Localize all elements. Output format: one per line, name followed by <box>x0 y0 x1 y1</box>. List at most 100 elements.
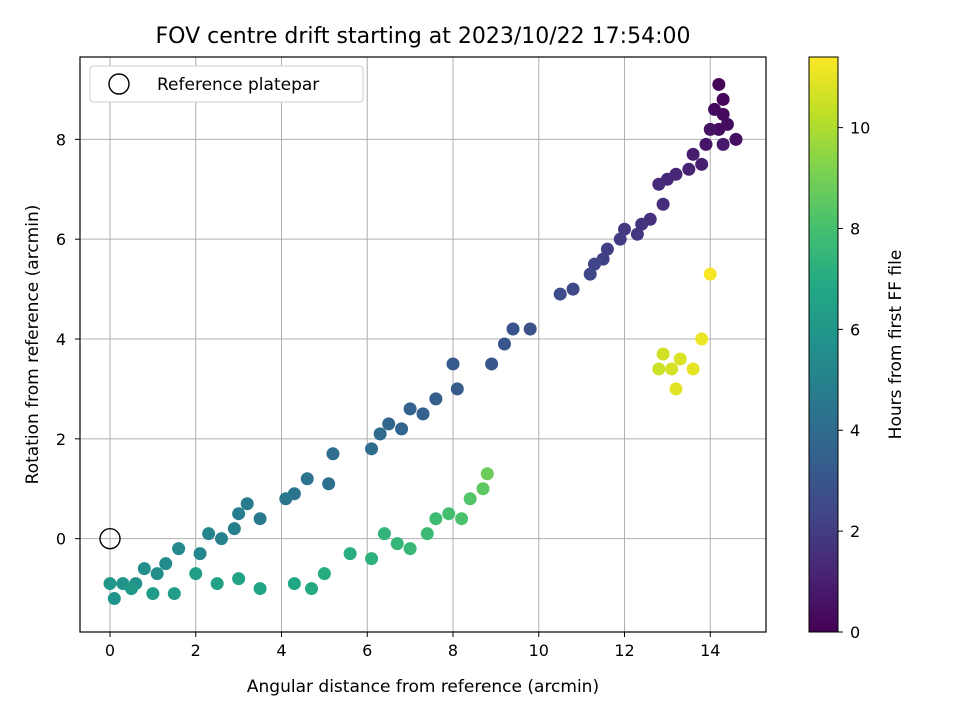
data-point <box>420 527 434 541</box>
colorbar: 0 2 4 6 8 10 Hours from first FF file <box>808 56 906 642</box>
data-point <box>326 447 340 461</box>
data-point <box>669 382 683 396</box>
data-point <box>124 582 138 596</box>
data-point <box>566 282 580 296</box>
data-point <box>630 227 644 241</box>
data-point <box>485 357 499 371</box>
data-point <box>365 442 379 456</box>
legend-box: Reference platepar <box>89 65 364 103</box>
data-point <box>365 552 379 566</box>
data-point <box>703 267 717 281</box>
data-point <box>189 567 203 581</box>
y-tick-label: 2 <box>56 430 66 449</box>
data-point <box>712 77 726 91</box>
x-tick-label: 0 <box>105 641 115 660</box>
x-axis-label: Angular distance from reference (arcmin) <box>247 677 599 697</box>
data-point <box>720 117 734 131</box>
data-point <box>656 347 670 361</box>
colorbar-label: Hours from first FF file <box>886 250 906 440</box>
data-point <box>240 497 254 511</box>
data-point <box>107 592 121 606</box>
data-point <box>390 537 404 551</box>
data-points <box>103 77 743 606</box>
data-point <box>523 322 537 336</box>
data-point <box>202 527 216 541</box>
chart-title: FOV centre drift starting at 2023/10/22 … <box>156 24 691 49</box>
data-point <box>716 92 730 106</box>
data-point <box>253 582 267 596</box>
data-point <box>665 362 679 376</box>
data-point <box>553 287 567 301</box>
data-point <box>253 512 267 526</box>
data-point <box>137 562 151 576</box>
data-point <box>446 357 460 371</box>
data-point <box>287 577 301 591</box>
data-point <box>103 577 117 591</box>
data-point <box>652 177 666 191</box>
data-point <box>497 337 511 351</box>
y-tick-label: 0 <box>56 530 66 549</box>
colorbar-tick-label: 10 <box>850 119 870 138</box>
data-point <box>373 427 387 441</box>
data-point <box>600 242 614 256</box>
data-point <box>506 322 520 336</box>
x-tick-label: 12 <box>614 641 634 660</box>
grid-lines <box>80 57 766 632</box>
colorbar-tick-label: 0 <box>850 623 860 642</box>
x-tick-label: 8 <box>448 641 458 660</box>
colorbar-tick-label: 8 <box>850 219 860 238</box>
legend-marker-reference <box>108 73 130 95</box>
data-point <box>695 332 709 346</box>
data-point <box>214 532 228 546</box>
data-point <box>279 492 293 506</box>
y-tick-label: 6 <box>56 230 66 249</box>
data-point <box>305 582 319 596</box>
data-point <box>232 507 246 521</box>
data-point <box>232 572 246 586</box>
data-point <box>167 587 181 601</box>
data-point <box>450 382 464 396</box>
x-tick-label: 14 <box>700 641 720 660</box>
data-point <box>377 527 391 541</box>
data-point <box>455 512 469 526</box>
colorbar-gradient <box>808 56 839 633</box>
x-axis-ticks: 0 2 4 6 8 10 12 14 <box>105 632 720 660</box>
data-point <box>635 217 649 231</box>
data-point <box>673 352 687 366</box>
data-point <box>322 477 336 491</box>
x-tick-label: 10 <box>529 641 549 660</box>
data-point <box>583 267 597 281</box>
data-point <box>416 407 430 421</box>
data-point <box>172 542 186 556</box>
colorbar-tick-label: 2 <box>850 522 860 541</box>
data-point <box>656 197 670 211</box>
data-point <box>395 422 409 436</box>
data-point <box>618 222 632 236</box>
y-axis-ticks: 0 2 4 6 8 <box>56 130 80 549</box>
data-point <box>682 162 696 176</box>
data-point <box>382 417 396 431</box>
plot-frame <box>79 56 767 633</box>
data-point <box>686 147 700 161</box>
data-point <box>476 482 490 496</box>
data-point <box>703 122 717 136</box>
data-point <box>159 557 173 571</box>
data-point <box>227 522 241 536</box>
data-point <box>429 512 443 526</box>
data-point <box>210 577 224 591</box>
data-point <box>193 547 207 561</box>
data-point <box>343 547 357 561</box>
data-point <box>150 567 164 581</box>
data-point <box>300 472 314 486</box>
data-point <box>480 467 494 481</box>
x-tick-label: 6 <box>362 641 372 660</box>
colorbar-tick-label: 6 <box>850 320 860 339</box>
data-point <box>403 402 417 416</box>
x-tick-label: 4 <box>276 641 286 660</box>
data-point <box>463 492 477 506</box>
data-point <box>317 567 331 581</box>
reference-marker-layer <box>99 527 121 550</box>
y-tick-label: 8 <box>56 130 66 149</box>
x-tick-label: 2 <box>191 641 201 660</box>
